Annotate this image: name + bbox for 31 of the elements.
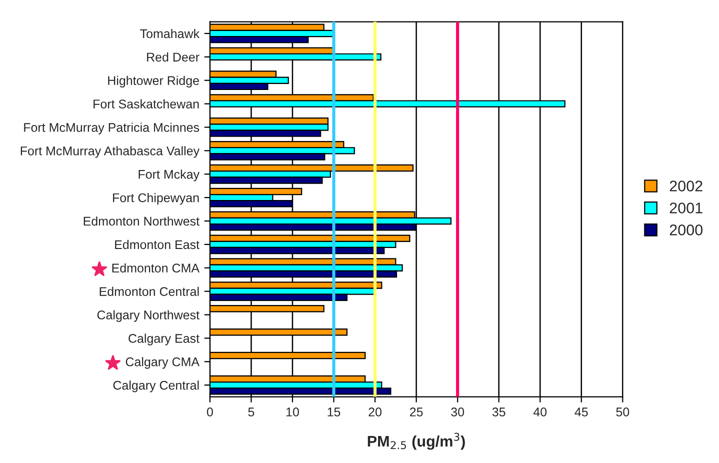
y-tick-label: Fort McMurray Athabasca Valley (20, 146, 200, 158)
y-tick-label: Hightower Ridge (108, 76, 199, 88)
legend-label: 2001 (670, 202, 702, 214)
x-tick-label: 20 (368, 408, 382, 416)
x-tick-label: 5 (248, 408, 254, 416)
y-tick-label: Fort Mckay (138, 170, 200, 182)
x-tick-label: 40 (533, 408, 547, 416)
x-tick-label: 50 (616, 408, 630, 416)
y-tick-label: Calgary CMA (126, 357, 200, 369)
y-tick-label: Edmonton East (115, 240, 200, 250)
x-tick-label: 45 (574, 408, 588, 416)
y-tick-label: Calgary Central (113, 380, 199, 392)
x-tick-label: 35 (492, 408, 506, 416)
legend-label: 2000 (670, 224, 702, 236)
y-tick-label: Calgary East (128, 334, 200, 346)
y-tick-label: Fort Saskatchewan (94, 99, 199, 108)
y-tick-label: Calgary Northwest (97, 310, 200, 322)
legend-label: 2002 (670, 180, 702, 192)
y-tick-label: Tomahawk (140, 28, 200, 38)
y-tick-label: Edmonton Central (100, 286, 199, 296)
x-axis-title: PM$_{2.5}$ (ug/m$^{3}$) (368, 432, 465, 450)
y-tick-label: Fort McMurray Patricia Mcinnes (24, 122, 200, 134)
y-tick-label: Edmonton Northwest (84, 216, 200, 226)
y-tick-label: Fort Chipewyan (113, 193, 199, 205)
x-tick-label: 0 (206, 408, 213, 416)
x-tick-label: 15 (328, 408, 340, 416)
x-tick-label: 30 (451, 408, 464, 416)
y-tick-label: Red Deer (147, 52, 200, 62)
x-tick-label: 10 (286, 408, 299, 416)
y-tick-label: Edmonton CMA (112, 263, 200, 273)
x-tick-label: 25 (410, 408, 423, 416)
